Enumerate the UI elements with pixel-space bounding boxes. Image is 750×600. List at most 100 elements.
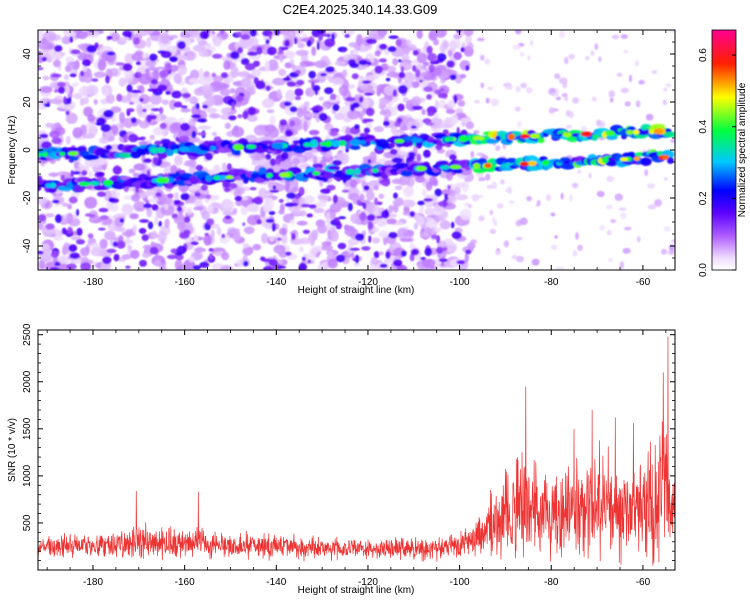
heatmap-cell [608,257,613,263]
heatmap-cell [399,237,413,242]
heatmap-cell [278,68,287,77]
heatmap-cell [187,30,200,36]
heatmap-cell [465,249,472,255]
heatmap-cell [164,62,172,72]
heatmap-cell [54,45,63,52]
heatmap-cell [338,84,349,97]
snr-x-tick-label: -100 [450,577,470,588]
heatmap-cell [535,202,541,207]
heatmap-cell [53,59,61,68]
heatmap-cell [495,145,501,151]
heatmap-cell [503,240,510,248]
snr-x-tick-label: -180 [83,577,103,588]
heatmap-cell [56,171,70,177]
heatmap-cell [349,62,360,68]
heatmap-cell [305,87,315,97]
heatmap-cell [303,121,308,132]
heatmap-cell [258,166,267,176]
heatmap-cell [484,162,492,169]
heatmap-cell [173,199,181,205]
heatmap-cell [147,88,159,92]
heatmap-cell [138,120,150,129]
heatmap-cell [459,208,472,221]
spectrogram-y-tick-label: 20 [22,96,33,108]
heatmap-cell [645,113,654,121]
heatmap-cell [318,32,323,41]
heatmap-cell [183,229,191,236]
heatmap-cell [314,202,327,208]
heatmap-cell [174,155,184,166]
heatmap-cell [123,134,128,143]
colorbar-ticks: 0.0 0.2 0.4 0.6 [698,48,736,277]
heatmap-cell [170,248,178,254]
heatmap-cell [367,159,372,164]
heatmap-cell [110,32,121,42]
heatmap-cell [594,43,599,51]
heatmap-cell [42,151,49,158]
heatmap-cell [635,100,641,108]
heatmap-cell [467,203,472,209]
heatmap-cell [286,31,295,40]
heatmap-cell [49,267,60,270]
heatmap-cell [465,33,472,45]
heatmap-cell [329,129,339,137]
heatmap-cell [467,42,474,50]
heatmap-cell [154,140,163,146]
heatmap-cell [188,78,202,85]
heatmap-cell [438,258,448,263]
heatmap-cell [150,108,161,112]
heatmap-cell [50,250,59,259]
heatmap-cell [251,69,262,77]
heatmap-cell [374,65,383,74]
heatmap-cell [330,226,337,238]
heatmap-cell [379,43,388,50]
heatmap-cell [626,129,634,135]
heatmap-cell [271,142,284,149]
heatmap-cell [108,197,115,203]
heatmap-cell [51,137,62,145]
heatmap-cell [441,262,445,267]
spectrogram-y-tick-label: -20 [22,190,33,205]
heatmap-cell [57,255,70,264]
heatmap-cell [220,265,233,270]
heatmap-cell [252,243,262,251]
heatmap-cell [240,77,252,88]
heatmap-cell [284,202,296,207]
heatmap-cell [204,232,209,236]
heatmap-cell [302,105,308,117]
heatmap-cell [307,259,311,264]
heatmap-cell [491,216,496,223]
heatmap-cell [176,245,187,255]
heatmap-cell [142,244,152,250]
heatmap-cell [276,89,282,99]
heatmap-cell [167,193,174,199]
colorbar-tick-label: 0.2 [698,191,709,205]
heatmap-cell [428,31,438,41]
heatmap-cell [347,238,360,246]
spectrogram-x-tick-label: -180 [83,277,103,288]
heatmap-cell [517,121,522,128]
heatmap-cell [329,93,337,101]
heatmap-cell [379,263,388,268]
heatmap-cell [392,58,399,66]
heatmap-cell [38,67,44,71]
heatmap-cell [320,73,327,77]
heatmap-cell [434,100,439,110]
heatmap-cell [70,191,80,199]
heatmap-cell [68,196,78,204]
heatmap-cell [577,169,582,174]
heatmap-cell [299,246,304,252]
heatmap-cell [359,193,365,202]
heatmap-cell [367,214,376,222]
heatmap-cell [581,125,588,132]
heatmap-cell [413,222,418,230]
heatmap-cell [155,192,162,197]
heatmap-cell [525,87,533,94]
heatmap-cell [72,171,81,175]
heatmap-cell [231,102,235,111]
heatmap-cell [102,179,114,186]
heatmap-cell [389,142,396,149]
heatmap-cell [268,210,276,216]
heatmap-cell [447,184,452,190]
heatmap-cell [246,114,258,122]
